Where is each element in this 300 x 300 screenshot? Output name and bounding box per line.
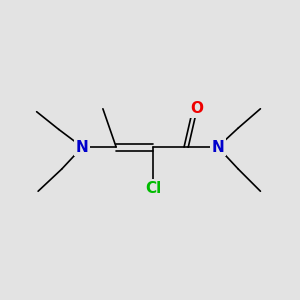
Text: N: N [76, 140, 89, 154]
Text: Cl: Cl [145, 181, 161, 196]
Text: N: N [211, 140, 224, 154]
Text: O: O [190, 101, 204, 116]
